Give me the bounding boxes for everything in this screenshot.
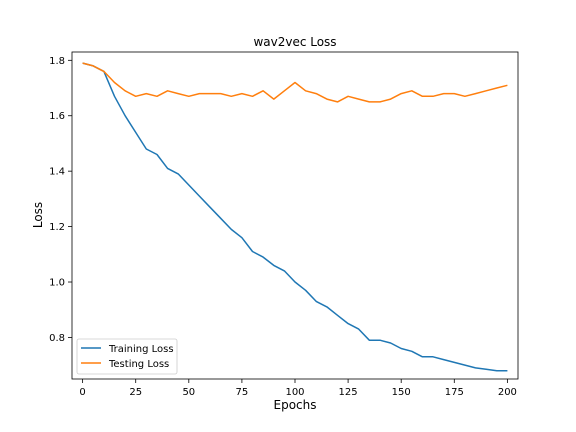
x-tick-label: 200 (498, 387, 517, 398)
y-tick-label: 1.6 (49, 111, 65, 122)
x-tick-label: 175 (445, 387, 464, 398)
chart-title: wav2vec Loss (253, 35, 336, 49)
x-tick-label: 0 (79, 387, 85, 398)
x-axis-ticks: 0 25 50 75 100 125 150 175 200 (79, 379, 517, 398)
y-tick-label: 1.8 (49, 56, 65, 67)
x-tick-label: 75 (236, 387, 249, 398)
x-tick-label: 125 (339, 387, 358, 398)
y-tick-label: 1.0 (49, 278, 65, 289)
legend-training-label: Training Loss (108, 344, 174, 355)
testing-loss-line (82, 62, 508, 103)
x-tick-label: 100 (285, 387, 304, 398)
y-tick-label: 0.8 (49, 333, 65, 344)
training-loss-line (82, 62, 508, 372)
x-tick-label: 50 (182, 387, 195, 398)
x-tick-label: 25 (129, 387, 142, 398)
x-tick-label: 150 (392, 387, 411, 398)
y-tick-label: 1.2 (49, 222, 65, 233)
plot-area (72, 52, 518, 379)
x-axis-label: Epochs (274, 398, 317, 412)
legend-testing-label: Testing Loss (108, 359, 169, 370)
y-axis-label: Loss (31, 202, 45, 228)
legend-box (76, 338, 178, 375)
y-tick-label: 1.4 (49, 167, 65, 178)
series-layer (82, 62, 508, 372)
y-axis-ticks: 0.8 1.0 1.2 1.4 1.6 1.8 (49, 56, 72, 344)
legend: Training Loss Testing Loss (76, 338, 178, 375)
